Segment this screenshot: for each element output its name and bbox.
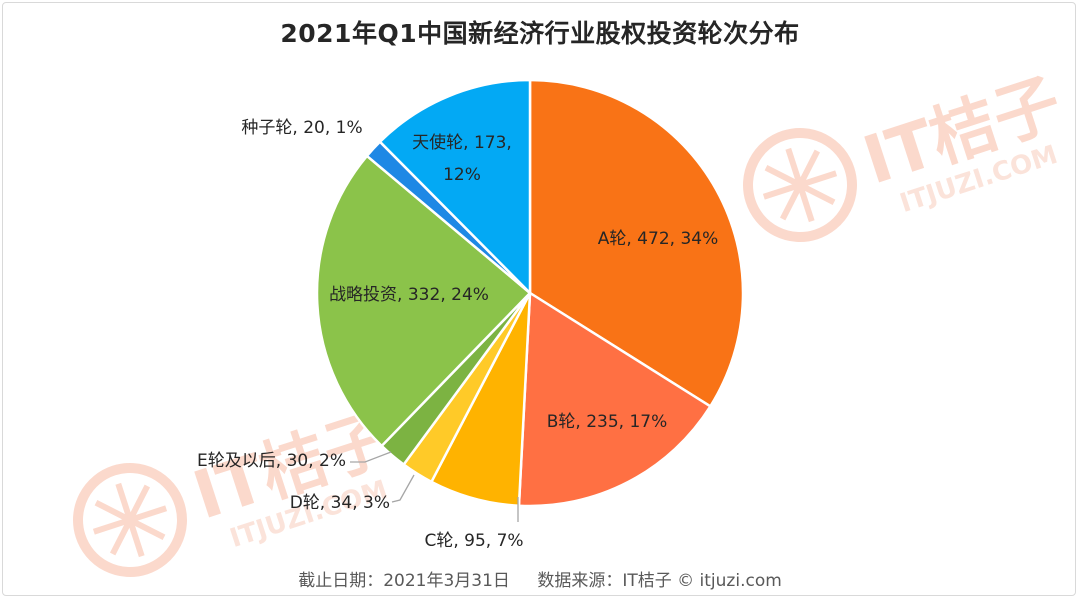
slice-label-3: C轮, 95, 7%	[424, 531, 523, 551]
chart-footer: 截止日期：2021年3月31日 数据来源：IT桔子 © itjuzi.com	[0, 566, 1080, 591]
slice-label-1: A轮, 472, 34%	[598, 229, 718, 249]
slice-label-2: B轮, 235, 17%	[547, 412, 668, 432]
pie-slice-6	[315, 154, 532, 448]
cutoff-date-note: 截止日期：2021年3月31日	[298, 571, 510, 591]
watermark-logo-icon	[743, 128, 857, 242]
slice-label-4: D轮, 34, 3%	[290, 493, 390, 513]
pie-labels: A轮, 472, 34% B轮, 235, 17% C轮, 95, 7% D轮, 34…	[197, 118, 718, 551]
leader-line-5	[350, 451, 392, 463]
pie-slices	[315, 78, 745, 508]
pie-slice-1	[528, 78, 745, 408]
slice-label-5: E轮及以后, 30, 2%	[197, 451, 346, 471]
slice-label-7: 种子轮, 20, 1%	[241, 118, 362, 138]
pie-leader-lines	[350, 451, 519, 522]
data-source-note: 数据来源：IT桔子 © itjuzi.com	[537, 571, 782, 591]
pie-slice-8	[378, 78, 532, 295]
leader-line-4	[391, 474, 415, 503]
pie-slice-2	[517, 291, 712, 508]
slice-label-8: 天使轮, 173, 12%	[412, 132, 512, 185]
watermark-top-right: IT桔子 ITJUZI.COM	[743, 64, 1070, 242]
slice-label-6: 战略投资, 332, 24%	[329, 285, 489, 305]
watermark-logo-icon	[73, 463, 187, 577]
chart-title: 2021年Q1中国新经济行业股权投资轮次分布	[280, 19, 800, 48]
